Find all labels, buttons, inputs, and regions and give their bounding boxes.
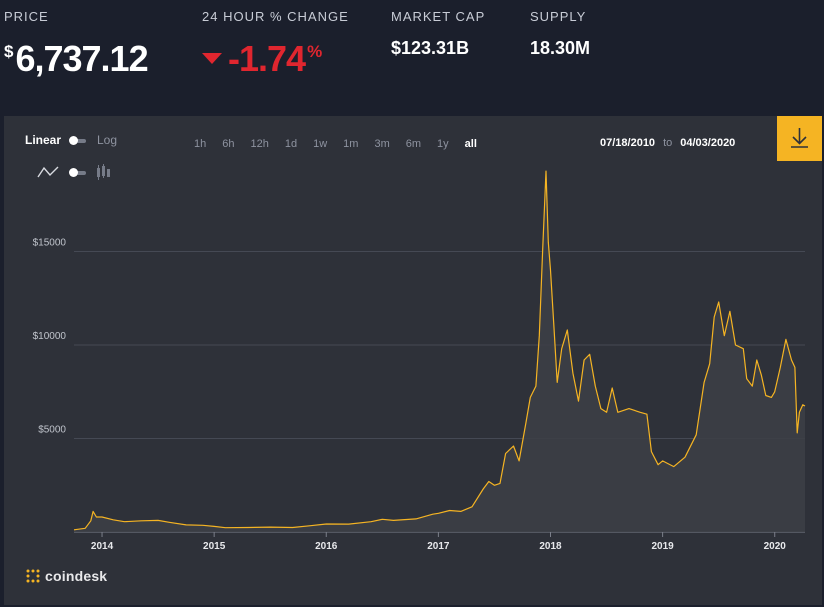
chart-type-toggle[interactable] xyxy=(69,168,86,177)
range-button-6h[interactable]: 6h xyxy=(222,138,235,150)
range-button-1y[interactable]: 1y xyxy=(437,138,449,150)
market-cap-label: MARKET CAP xyxy=(391,9,486,24)
log-scale-option[interactable]: Log xyxy=(97,133,118,147)
range-button-1m[interactable]: 1m xyxy=(343,138,359,150)
change-value: -1.74 xyxy=(228,38,306,79)
down-arrow-icon xyxy=(202,53,222,64)
x-tick-label: 2015 xyxy=(203,541,226,552)
x-tick-label: 2020 xyxy=(764,541,787,552)
y-tick-label: $10000 xyxy=(33,331,67,342)
price-value: 6,737.12 xyxy=(15,38,148,79)
y-tick-label: $15000 xyxy=(33,238,67,249)
range-button-6m[interactable]: 6m xyxy=(405,138,422,150)
date-from[interactable]: 07/18/2010 xyxy=(600,137,656,149)
x-tick-label: 2014 xyxy=(91,541,114,552)
price-area xyxy=(74,171,805,532)
y-tick-label: $5000 xyxy=(38,425,66,436)
coindesk-logo-text: coindesk xyxy=(45,568,108,584)
price-display: $ 6,737.12 xyxy=(4,38,149,82)
scale-toggle-knob xyxy=(69,136,78,145)
line-chart-icon[interactable] xyxy=(37,165,59,179)
stats-bar: PRICE 24 HOUR % CHANGE MARKET CAP SUPPLY… xyxy=(0,0,824,112)
x-tick-label: 2018 xyxy=(539,541,562,552)
price-chart: $5000 $10000 $15000 2014 2015 2016 2017 2018 201… xyxy=(33,170,806,552)
price-label: PRICE xyxy=(4,9,49,24)
linear-scale-option[interactable]: Linear xyxy=(25,133,62,147)
date-to-word: to xyxy=(663,137,673,149)
change-unit: % xyxy=(307,42,323,61)
price-currency-symbol: $ xyxy=(4,42,14,61)
coindesk-logo-icon xyxy=(26,569,40,583)
market-cap-value: $123.31B xyxy=(391,38,470,58)
date-range: 07/18/2010 to 04/03/2020 xyxy=(600,137,735,149)
range-button-1h[interactable]: 1h xyxy=(194,138,207,150)
chart-panel: $5000 $10000 $15000 2014 2015 2016 2017 2018 201… xyxy=(4,116,822,605)
date-to[interactable]: 04/03/2020 xyxy=(680,137,736,149)
range-button-all[interactable]: all xyxy=(464,138,477,150)
x-tick-label: 2016 xyxy=(315,541,338,552)
scale-toggle[interactable] xyxy=(69,136,86,145)
supply-value: 18.30M xyxy=(530,38,591,58)
change-label: 24 HOUR % CHANGE xyxy=(202,9,349,24)
download-button[interactable] xyxy=(777,116,822,161)
change-display: -1.74 % xyxy=(202,38,322,80)
coindesk-logo: coindesk xyxy=(26,568,107,584)
range-button-1w[interactable]: 1w xyxy=(313,138,328,150)
range-button-1d[interactable]: 1d xyxy=(284,138,298,150)
candlestick-icon[interactable] xyxy=(96,163,110,181)
range-button-12h[interactable]: 12h xyxy=(250,138,269,150)
supply-label: SUPPLY xyxy=(530,9,587,24)
chart-type-toggle-knob xyxy=(69,168,78,177)
range-button-3m[interactable]: 3m xyxy=(374,138,390,150)
x-tick-label: 2019 xyxy=(651,541,674,552)
time-range-selector: 1h 6h 12h 1d 1w 1m 3m 6m 1y all xyxy=(194,138,493,150)
download-icon xyxy=(791,128,808,148)
x-tick-label: 2017 xyxy=(427,541,450,552)
price-line xyxy=(73,170,806,531)
